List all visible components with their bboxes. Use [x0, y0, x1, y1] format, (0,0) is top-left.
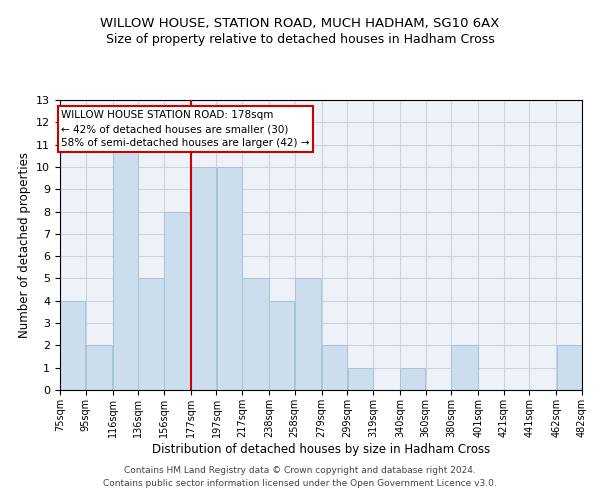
Bar	[451, 346, 478, 390]
Bar	[164, 212, 191, 390]
Bar	[557, 346, 582, 390]
Bar	[269, 301, 295, 390]
Bar	[295, 278, 322, 390]
Text: Size of property relative to detached houses in Hadham Cross: Size of property relative to detached ho…	[106, 32, 494, 46]
Bar	[113, 144, 138, 390]
Bar	[86, 346, 112, 390]
Bar	[217, 167, 242, 390]
Text: WILLOW HOUSE STATION ROAD: 178sqm
← 42% of detached houses are smaller (30)
58% : WILLOW HOUSE STATION ROAD: 178sqm ← 42% …	[61, 110, 310, 148]
Text: WILLOW HOUSE, STATION ROAD, MUCH HADHAM, SG10 6AX: WILLOW HOUSE, STATION ROAD, MUCH HADHAM,…	[100, 18, 500, 30]
Bar	[60, 301, 85, 390]
Bar	[322, 346, 347, 390]
Bar	[242, 278, 269, 390]
Text: Contains HM Land Registry data © Crown copyright and database right 2024.
Contai: Contains HM Land Registry data © Crown c…	[103, 466, 497, 487]
Bar	[139, 278, 164, 390]
Bar	[191, 167, 216, 390]
Y-axis label: Number of detached properties: Number of detached properties	[17, 152, 31, 338]
Bar	[400, 368, 425, 390]
Bar	[347, 368, 373, 390]
X-axis label: Distribution of detached houses by size in Hadham Cross: Distribution of detached houses by size …	[152, 442, 490, 456]
